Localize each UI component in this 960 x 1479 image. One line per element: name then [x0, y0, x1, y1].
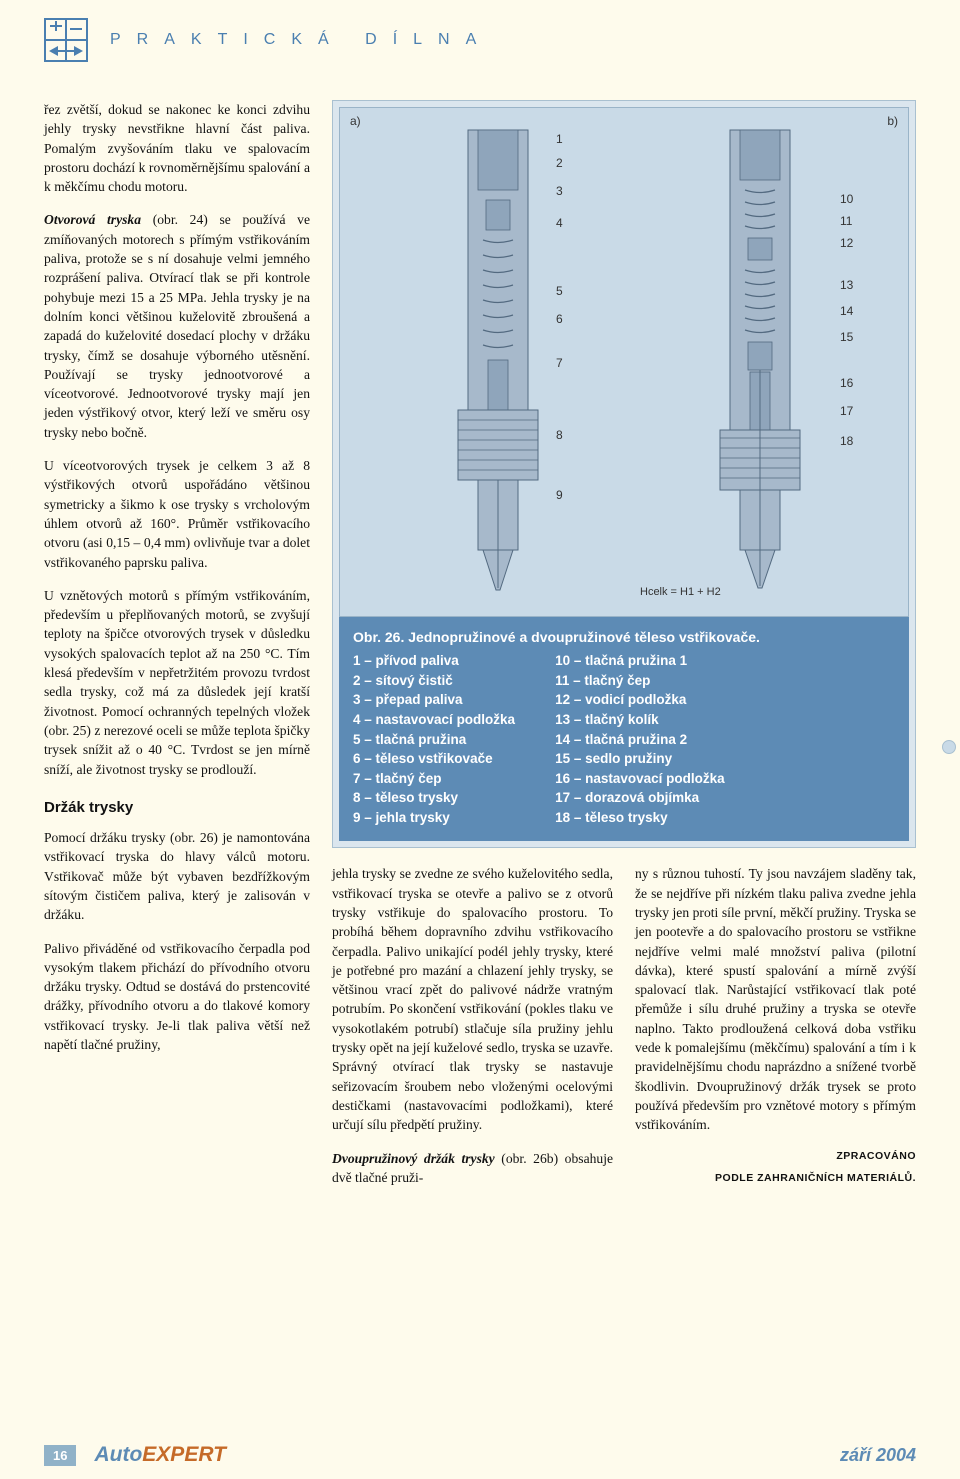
para-2: Otvorová tryska (obr. 24) se používá ve … — [44, 210, 310, 442]
brand-expert: EXPERT — [142, 1443, 226, 1466]
legend-item: 9 – jehla trysky — [353, 808, 515, 828]
figure-injectors: a) b) — [339, 107, 909, 617]
brand-auto: Auto — [94, 1443, 142, 1466]
para-1: řez zvětší, dokud se nakonec ke konci zd… — [44, 100, 310, 196]
legend-item: 3 – přepad paliva — [353, 690, 515, 710]
credit-line-1: ZPRACOVÁNO — [635, 1149, 916, 1164]
ptr-4: 4 — [556, 216, 563, 230]
ptr-10: 10 — [840, 192, 853, 206]
column-left: řez zvětší, dokud se nakonec ke konci zd… — [44, 100, 310, 1201]
credit-line-2: PODLE ZAHRANIČNÍCH MATERIÁLŮ. — [635, 1171, 916, 1186]
ptr-3: 3 — [556, 184, 563, 198]
legend-item: 15 – sedlo pružiny — [555, 749, 725, 769]
figure-label-b: b) — [887, 114, 898, 128]
legend-item: 12 – vodicí podložka — [555, 690, 725, 710]
ptr-13: 13 — [840, 278, 853, 292]
columns-below-figure: jehla trysky se zvedne ze svého kuželovi… — [332, 864, 916, 1201]
section-title: PRAKTICKÁ DÍLNA — [110, 31, 492, 49]
ptr-8: 8 — [556, 428, 563, 442]
legend-item: 7 – tlačný čep — [353, 769, 515, 789]
para-5: Pomocí držáku trysky (obr. 26) je namont… — [44, 828, 310, 924]
caption-title: Obr. 26. Jednopružinové a dvoupružinové … — [353, 627, 895, 647]
ptr-16: 16 — [840, 376, 853, 390]
legend-item: 6 – těleso vstřikovače — [353, 749, 515, 769]
injector-a-icon — [428, 120, 568, 600]
legend-item: 11 – tlačný čep — [555, 671, 725, 691]
dvoupruzinovy-label: Dvoupružinový držák trysky — [332, 1151, 495, 1166]
column-right: ny s různou tuhostí. Ty jsou navzájem sl… — [635, 864, 916, 1201]
legend-right: 10 – tlačná pružina 1 11 – tlačný čep 12… — [555, 651, 725, 827]
figure-caption: Obr. 26. Jednopružinové a dvoupružinové … — [339, 617, 909, 841]
legend-item: 1 – přívod paliva — [353, 651, 515, 671]
page-number: 16 — [44, 1445, 76, 1466]
ptr-2: 2 — [556, 156, 563, 170]
side-dot-decor — [942, 740, 956, 754]
injector-b-icon — [690, 120, 830, 600]
para-2-rest: (obr. 24) se používá ve zmíňovaných moto… — [44, 212, 310, 439]
para-6: Palivo přiváděné od vstřikovacího čerpad… — [44, 939, 310, 1055]
legend-item: 18 – těleso trysky — [555, 808, 725, 828]
legend-item: 13 – tlačný kolík — [555, 710, 725, 730]
right-block: a) b) — [332, 100, 916, 1201]
para-7: jehla trysky se zvedne ze svého kuželovi… — [332, 864, 613, 1134]
section-logo-icon — [44, 18, 88, 62]
legend-item: 17 – dorazová objímka — [555, 788, 725, 808]
legend-item: 4 – nastavovací podložka — [353, 710, 515, 730]
ptr-9: 9 — [556, 488, 563, 502]
legend-item: 14 – tlačná pružina 2 — [555, 730, 725, 750]
ptr-17: 17 — [840, 404, 853, 418]
ptr-14: 14 — [840, 304, 853, 318]
top-bar: PRAKTICKÁ DÍLNA — [44, 18, 916, 62]
para-9: ny s různou tuhostí. Ty jsou navzájem sl… — [635, 864, 916, 1134]
ptr-7: 7 — [556, 356, 563, 370]
issue-date: září 2004 — [840, 1445, 916, 1466]
otvorova-tryska-label: Otvorová tryska — [44, 212, 141, 227]
legend-columns: 1 – přívod paliva 2 – sítový čistič 3 – … — [353, 651, 895, 827]
para-8: Dvoupružinový držák trysky (obr. 26b) ob… — [332, 1149, 613, 1188]
legend-item: 8 – těleso trysky — [353, 788, 515, 808]
ptr-18: 18 — [840, 434, 853, 448]
heading-drzak: Držák trysky — [44, 797, 310, 818]
dim-formula: Hcelk = H1 + H2 — [640, 586, 721, 598]
para-4: U vznětových motorů s přímým vstřikování… — [44, 586, 310, 779]
legend-left: 1 – přívod paliva 2 – sítový čistič 3 – … — [353, 651, 515, 827]
column-middle: jehla trysky se zvedne ze svého kuželovi… — [332, 864, 613, 1201]
content-area: řez zvětší, dokud se nakonec ke konci zd… — [44, 100, 916, 1201]
legend-item: 16 – nastavovací podložka — [555, 769, 725, 789]
legend-item: 5 – tlačná pružina — [353, 730, 515, 750]
ptr-12: 12 — [840, 236, 853, 250]
legend-item: 10 – tlačná pružina 1 — [555, 651, 725, 671]
page-footer: 16 AutoEXPERT září 2004 — [0, 1443, 960, 1467]
ptr-11: 11 — [840, 214, 852, 228]
figure-label-a: a) — [350, 114, 361, 128]
ptr-15: 15 — [840, 330, 853, 344]
legend-item: 2 – sítový čistič — [353, 671, 515, 691]
para-3: U víceotvorových trysek je celkem 3 až 8… — [44, 456, 310, 572]
ptr-5: 5 — [556, 284, 563, 298]
brand-logo: AutoEXPERT — [94, 1443, 225, 1467]
ptr-6: 6 — [556, 312, 563, 326]
figure-box: a) b) — [332, 100, 916, 848]
ptr-1: 1 — [556, 132, 563, 146]
